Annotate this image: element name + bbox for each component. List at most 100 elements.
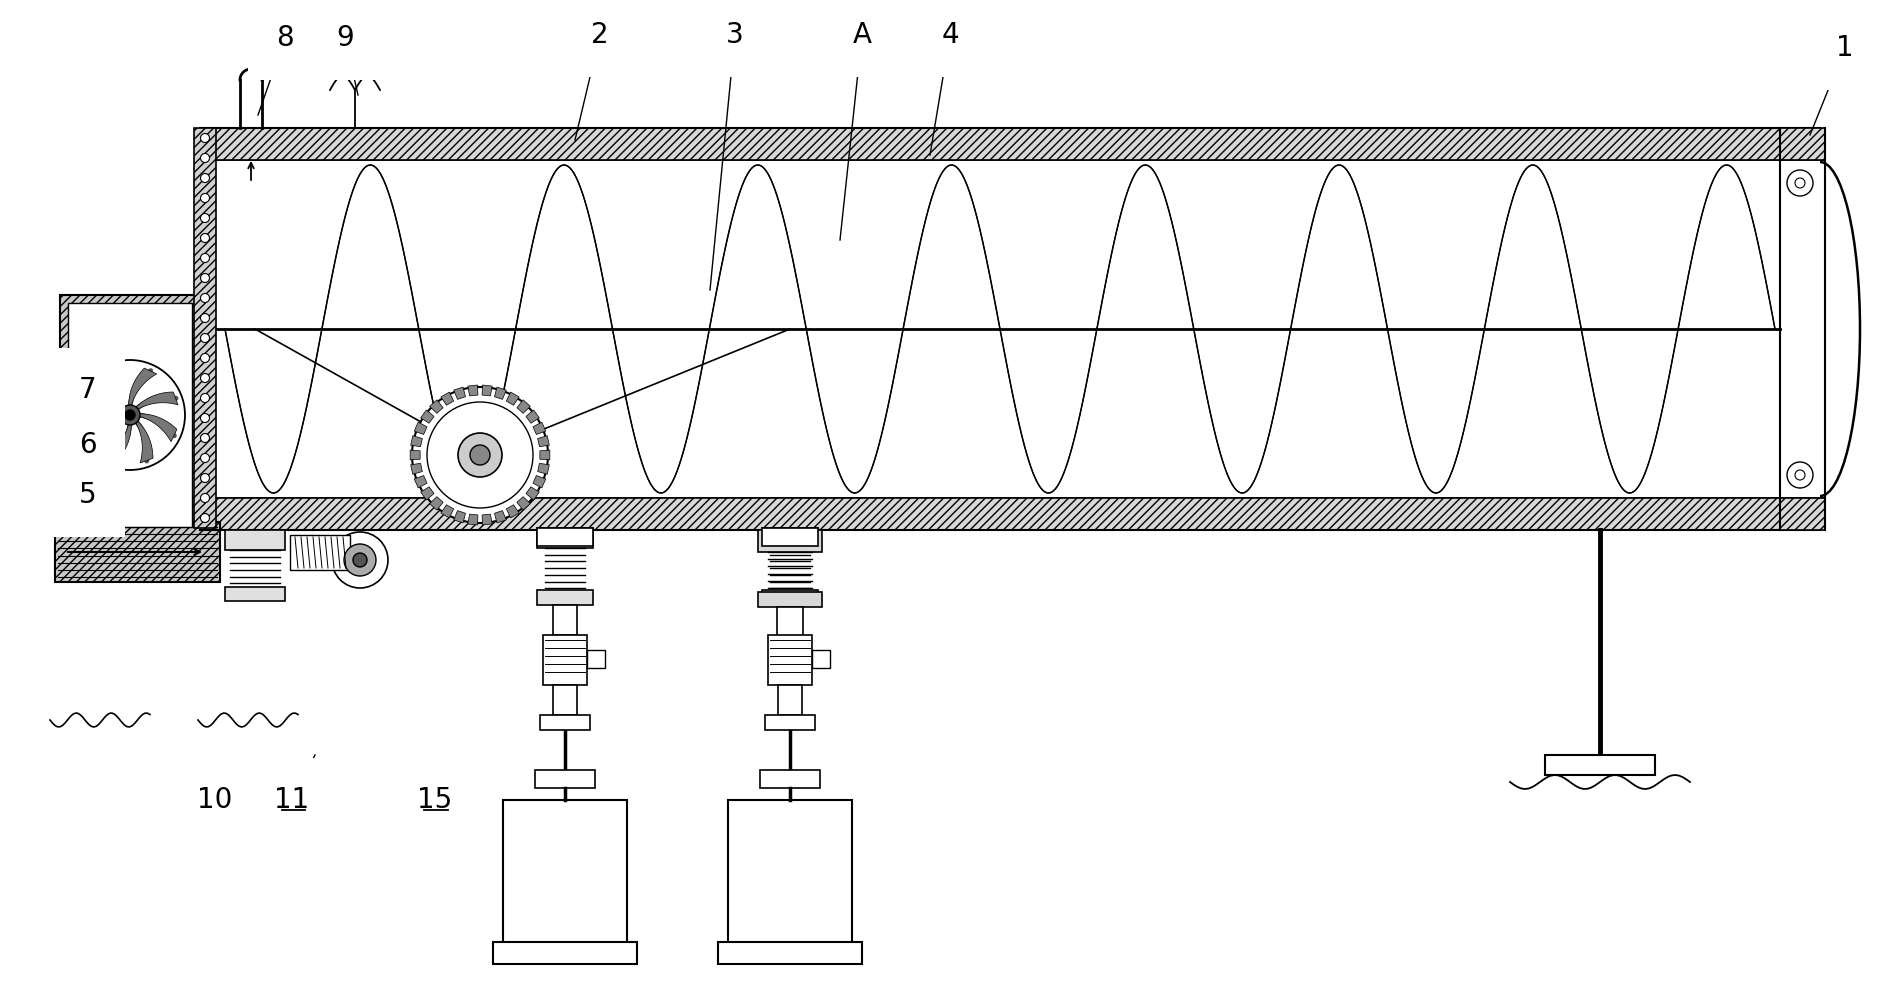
Bar [777, 607, 802, 637]
Polygon shape [467, 514, 478, 525]
Polygon shape [482, 385, 491, 396]
Circle shape [199, 333, 209, 342]
Circle shape [199, 374, 209, 383]
Circle shape [199, 434, 209, 442]
Text: 8: 8 [277, 24, 294, 52]
Text: 7: 7 [79, 376, 96, 404]
Polygon shape [440, 505, 454, 518]
Polygon shape [414, 423, 427, 434]
Bar [199, 498, 1820, 530]
Bar [540, 715, 589, 730]
Bar [717, 942, 862, 964]
Text: 3: 3 [726, 21, 743, 49]
Bar [493, 942, 636, 964]
Bar [55, 522, 220, 582]
Polygon shape [525, 487, 538, 500]
Polygon shape [420, 487, 435, 500]
Bar [587, 650, 604, 668]
Circle shape [457, 433, 502, 477]
Bar [60, 295, 199, 535]
Polygon shape [104, 423, 132, 462]
Polygon shape [525, 410, 538, 424]
Polygon shape [429, 400, 442, 414]
Bar [758, 592, 822, 607]
Polygon shape [420, 410, 435, 424]
Polygon shape [107, 367, 124, 410]
Bar [728, 800, 851, 945]
Bar [777, 605, 802, 635]
Circle shape [352, 553, 367, 567]
Polygon shape [454, 387, 465, 400]
Polygon shape [410, 435, 422, 446]
Circle shape [199, 514, 209, 523]
Text: A: A [853, 21, 871, 49]
Polygon shape [414, 475, 427, 488]
Circle shape [331, 532, 388, 588]
Polygon shape [533, 423, 546, 434]
Text: 11: 11 [275, 786, 309, 814]
Bar [762, 590, 817, 605]
Circle shape [199, 174, 209, 183]
Polygon shape [540, 450, 550, 460]
Bar [199, 128, 1820, 160]
Polygon shape [538, 435, 550, 446]
Circle shape [1794, 470, 1805, 480]
Bar [777, 685, 802, 715]
Circle shape [199, 394, 209, 403]
Bar [534, 770, 595, 788]
Circle shape [199, 134, 209, 143]
Text: 2: 2 [591, 21, 608, 49]
Bar [536, 590, 593, 605]
Polygon shape [454, 511, 465, 523]
Circle shape [199, 213, 209, 222]
Polygon shape [137, 414, 177, 441]
Polygon shape [518, 497, 531, 510]
Circle shape [199, 473, 209, 482]
Polygon shape [83, 420, 124, 438]
Bar [768, 635, 811, 685]
Bar [762, 528, 817, 548]
Circle shape [199, 493, 209, 503]
Circle shape [1786, 170, 1812, 196]
Bar [290, 535, 350, 570]
Bar [542, 635, 587, 685]
Polygon shape [410, 463, 422, 474]
Circle shape [412, 387, 548, 523]
Polygon shape [467, 385, 478, 396]
Polygon shape [518, 400, 531, 414]
Polygon shape [495, 387, 506, 400]
Bar [760, 770, 819, 788]
Text: 15: 15 [418, 786, 452, 814]
Circle shape [344, 544, 376, 576]
Circle shape [199, 353, 209, 362]
Bar [502, 800, 627, 945]
Bar [553, 685, 576, 715]
Text: 1: 1 [1835, 34, 1852, 62]
Text: 6: 6 [79, 431, 96, 459]
Circle shape [199, 254, 209, 263]
Bar [1778, 160, 1824, 498]
Bar [224, 587, 284, 601]
Bar [758, 530, 822, 552]
Bar [553, 605, 576, 635]
Circle shape [199, 274, 209, 283]
Circle shape [124, 410, 136, 420]
Circle shape [199, 313, 209, 322]
Circle shape [199, 193, 209, 202]
Polygon shape [495, 511, 506, 523]
Text: 4: 4 [941, 21, 958, 49]
Text: 10: 10 [198, 786, 233, 814]
Bar [536, 528, 593, 548]
Text: 9: 9 [337, 24, 354, 52]
Circle shape [199, 414, 209, 423]
Bar [68, 303, 192, 527]
Polygon shape [538, 463, 550, 474]
Bar [1778, 498, 1824, 530]
Circle shape [199, 154, 209, 163]
Text: 5: 5 [79, 481, 96, 509]
Polygon shape [429, 497, 442, 510]
Polygon shape [482, 514, 491, 525]
Bar [1543, 755, 1654, 775]
Circle shape [199, 453, 209, 462]
Circle shape [1794, 178, 1805, 188]
